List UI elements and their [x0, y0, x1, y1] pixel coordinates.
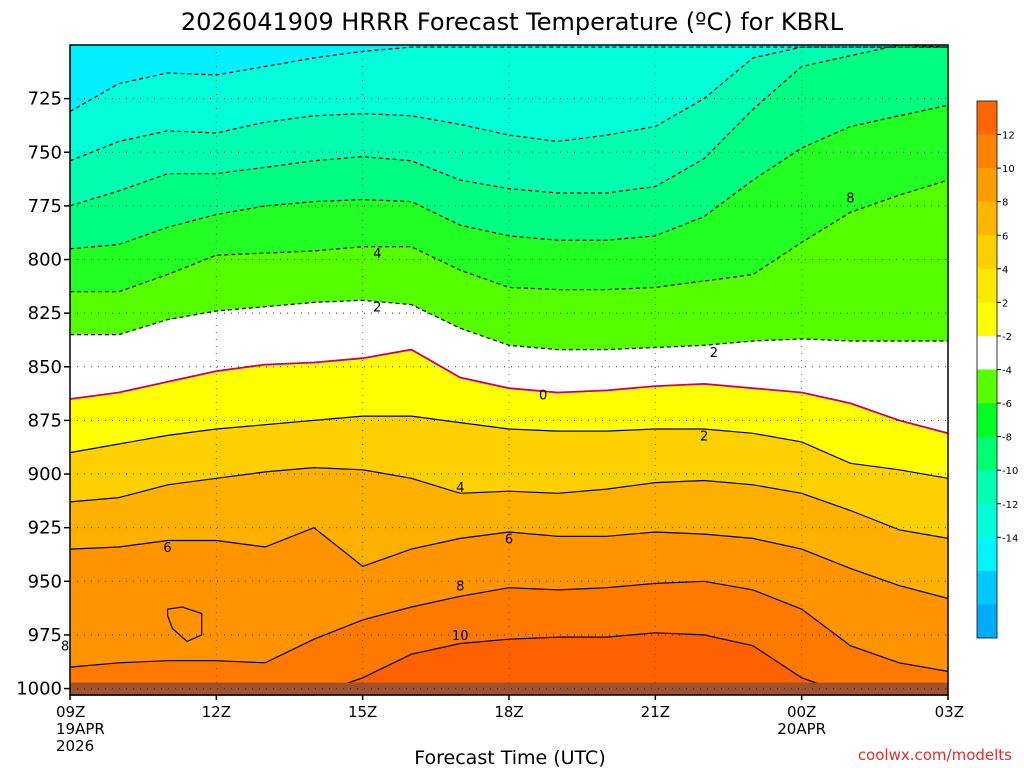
colorbar-label: 6 [1002, 231, 1008, 242]
xtick-label: 00Z [787, 703, 816, 721]
contour-label: 4 [373, 247, 381, 262]
colorbar-label: -8 [1002, 433, 1012, 444]
colorbar-label: -14 [1002, 533, 1018, 544]
ytick-label: 825 [28, 303, 62, 324]
colorbar-label: 10 [1002, 164, 1015, 175]
ytick-label: 875 [28, 410, 62, 431]
y-axis-ticks: 725 750 775 800 825 850 875 900 925 950 975 1000 [16, 89, 70, 700]
contour-label: 8 [456, 580, 464, 595]
xtick-label: 12Z [202, 703, 231, 721]
colorbar-label: -10 [1002, 466, 1018, 477]
contour-label: 4 [456, 481, 464, 496]
contour-fills [70, 45, 948, 696]
contour-label: 6 [505, 532, 513, 547]
contour-line--12 [69, 46, 948, 162]
xtick-year: 2026 [56, 737, 94, 755]
colorbar-swatch [977, 403, 997, 438]
contour-label: 2 [700, 429, 708, 444]
ytick-label: 775 [28, 196, 62, 217]
colorbar-swatch [977, 503, 997, 538]
contour-line--8 [69, 104, 949, 250]
ytick-label: 975 [28, 625, 62, 646]
ytick-label: 725 [28, 89, 62, 110]
colorbar-label: 4 [1002, 265, 1008, 276]
warm-pocket [167, 606, 203, 643]
contour-label: 6 [163, 541, 171, 556]
fill-band-12 [70, 632, 948, 695]
surface-bar [70, 682, 948, 695]
colorbar-label: -6 [1002, 399, 1012, 410]
xtick-date: 20APR [777, 720, 826, 738]
colorbar-swatch [977, 604, 997, 639]
xtick-label: 18Z [494, 703, 523, 721]
contour-label: 8 [846, 191, 854, 206]
contour-labels: 8 4 2 2 0 2 4 6 6 8 10 8 [61, 191, 855, 655]
ytick-label: 800 [28, 250, 62, 271]
colorbar-swatch [977, 235, 997, 270]
colorbar-swatch [977, 134, 997, 169]
ytick-label: 850 [28, 357, 62, 378]
xtick-date: 19APR [56, 720, 105, 738]
colorbar-swatch [977, 268, 997, 303]
colorbar-swatch [977, 369, 997, 404]
xtick-label: 15Z [348, 703, 377, 721]
contour-label: 8 [61, 640, 69, 655]
colorbar-swatch [977, 470, 997, 505]
ytick-label: 750 [28, 142, 62, 163]
contour-label: 2 [710, 346, 718, 361]
xtick-label: 03Z [935, 703, 964, 721]
contour-line-8 [69, 580, 949, 672]
colorbar-label: -12 [1002, 500, 1018, 511]
colorbar-label: 12 [1002, 131, 1015, 142]
colorbar-label: 8 [1002, 198, 1008, 209]
contour-label: 10 [452, 629, 469, 644]
colorbar-label: -4 [1002, 366, 1012, 377]
contour-line-2 [69, 415, 949, 479]
colorbar-swatch [977, 201, 997, 236]
ytick-label: 950 [28, 571, 62, 592]
ytick-label: 900 [28, 464, 62, 485]
colorbar-swatch [977, 335, 997, 370]
colorbar: 12 10 8 6 4 2 -2 -4 -6 -8 -10 -12 -14 [976, 100, 1018, 639]
contour-label: 0 [539, 389, 547, 404]
colorbar-label: 2 [1002, 298, 1008, 309]
colorbar-swatch [977, 302, 997, 337]
chart-title: 2026041909 HRRR Forecast Temperature (ºC… [181, 8, 844, 36]
credit-text[interactable]: coolwx.com/modelts [858, 746, 1012, 764]
colorbar-swatch [977, 436, 997, 471]
colorbar-swatch [977, 168, 997, 203]
xtick-label: 21Z [641, 703, 670, 721]
colorbar-swatch [977, 101, 997, 136]
ytick-label: 1000 [16, 679, 62, 700]
xtick-label: 09Z [56, 703, 85, 721]
x-axis-label: Forecast Time (UTC) [414, 747, 605, 768]
colorbar-label: -2 [1002, 332, 1012, 343]
contour-label: 2 [373, 301, 381, 316]
colorbar-swatch [977, 570, 997, 605]
ytick-label: 925 [28, 518, 62, 539]
colorbar-swatch [977, 537, 997, 572]
contour-line--6 [70, 179, 949, 293]
